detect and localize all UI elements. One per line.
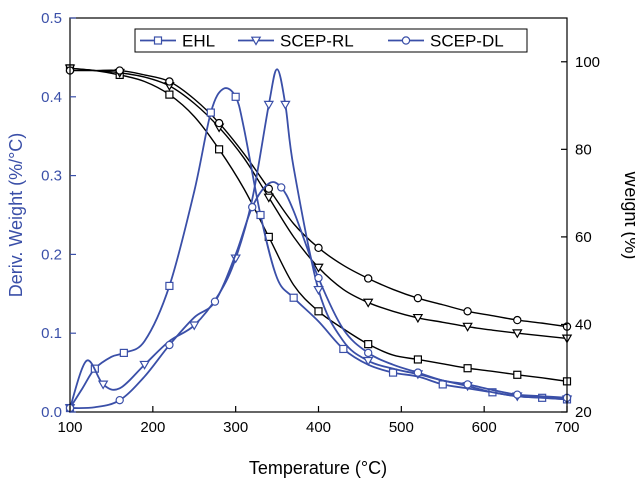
data-point bbox=[314, 273, 323, 283]
data-point bbox=[97, 380, 109, 390]
plot-layer bbox=[64, 64, 573, 414]
data-point bbox=[214, 118, 224, 128]
series-ehl-weight bbox=[65, 64, 572, 386]
data-point bbox=[512, 329, 523, 339]
data-point bbox=[264, 184, 273, 193]
data-point bbox=[115, 395, 124, 405]
data-point bbox=[165, 281, 174, 291]
data-point bbox=[362, 356, 374, 366]
left-tick-label: 0.0 bbox=[41, 404, 62, 421]
data-point bbox=[413, 368, 423, 377]
legend: EHL SCEP-RL SCEP-DL bbox=[134, 28, 528, 53]
data-point bbox=[463, 380, 472, 389]
left-tick-label: 0.5 bbox=[41, 10, 62, 27]
legend-label: SCEP-RL bbox=[280, 32, 354, 51]
left-tick-label: 0.1 bbox=[41, 325, 62, 342]
data-point bbox=[165, 340, 174, 350]
x-tick-label: 300 bbox=[223, 419, 248, 436]
data-point bbox=[115, 66, 124, 75]
data-point bbox=[364, 340, 373, 349]
series-scep-dl-weight bbox=[65, 66, 572, 331]
right-tick-label: 40 bbox=[575, 316, 592, 333]
legend-box bbox=[134, 28, 528, 53]
data-point bbox=[413, 293, 423, 303]
data-point bbox=[263, 100, 275, 110]
data-point bbox=[280, 100, 291, 110]
left-tick-label: 0.2 bbox=[41, 246, 62, 263]
data-point bbox=[263, 193, 275, 203]
right-tick-label: 60 bbox=[575, 229, 592, 246]
x-tick-label: 200 bbox=[140, 419, 165, 436]
x-tick-label: 500 bbox=[389, 419, 414, 436]
series-line bbox=[69, 68, 568, 409]
data-point bbox=[364, 274, 373, 283]
data-point bbox=[165, 77, 174, 86]
data-point bbox=[314, 243, 323, 253]
data-point bbox=[412, 313, 424, 324]
right-axis-title: Weight (%) bbox=[621, 171, 635, 260]
data-point bbox=[215, 145, 224, 154]
legend-label: SCEP-DL bbox=[430, 32, 504, 51]
x-tick-label: 100 bbox=[57, 419, 82, 436]
data-point bbox=[313, 285, 324, 296]
data-point bbox=[313, 263, 324, 273]
series-scep-rl-deriv bbox=[64, 68, 573, 414]
legend-item-ehl: EHL bbox=[140, 32, 215, 51]
legend-marker bbox=[401, 36, 411, 45]
data-point bbox=[119, 348, 128, 357]
data-point bbox=[231, 92, 240, 101]
left-tick-label: 0.4 bbox=[41, 89, 62, 106]
data-point bbox=[165, 90, 174, 99]
data-point bbox=[189, 321, 200, 331]
data-point bbox=[139, 360, 150, 370]
legend-item-scep-dl: SCEP-DL bbox=[388, 32, 504, 51]
data-point bbox=[210, 297, 220, 306]
data-point bbox=[314, 307, 323, 316]
right-tick-label: 100 bbox=[575, 54, 600, 71]
data-point bbox=[339, 344, 348, 354]
x-tick-label: 400 bbox=[306, 419, 331, 436]
data-point bbox=[277, 183, 286, 192]
right-tick-label: 80 bbox=[575, 141, 592, 158]
series-line bbox=[69, 67, 568, 383]
left-tick-label: 0.3 bbox=[41, 168, 62, 185]
right-tick-label: 20 bbox=[575, 404, 592, 421]
data-point bbox=[256, 210, 265, 220]
data-point bbox=[248, 202, 257, 212]
data-point bbox=[513, 315, 522, 325]
data-point bbox=[289, 293, 298, 302]
left-axis-title: Deriv. Weight (%/°C) bbox=[6, 133, 26, 298]
x-tick-label: 600 bbox=[472, 419, 497, 436]
x-axis-title: Temperature (°C) bbox=[249, 458, 387, 478]
data-point bbox=[463, 364, 472, 373]
data-point bbox=[513, 370, 522, 379]
legend-marker bbox=[250, 36, 262, 46]
data-point bbox=[362, 298, 374, 308]
data-point bbox=[364, 348, 373, 358]
legend-marker bbox=[153, 36, 163, 45]
data-point bbox=[413, 355, 422, 364]
ticks-layer: 100 200 300 400 500 600 700 0.0 0.1 0.2 0.3 0.4 0.5 2… bbox=[41, 10, 600, 436]
legend-item-scep-rl: SCEP-RL bbox=[238, 32, 354, 51]
x-tick-label: 700 bbox=[554, 419, 579, 436]
series-line bbox=[69, 67, 568, 340]
data-point bbox=[463, 307, 472, 316]
series-line bbox=[69, 181, 568, 410]
data-point bbox=[513, 390, 522, 399]
legend-label: EHL bbox=[182, 32, 215, 51]
series-scep-dl-deriv bbox=[65, 181, 572, 413]
data-point bbox=[206, 108, 215, 117]
series-scep-rl-weight bbox=[64, 64, 573, 344]
data-point bbox=[462, 322, 473, 332]
